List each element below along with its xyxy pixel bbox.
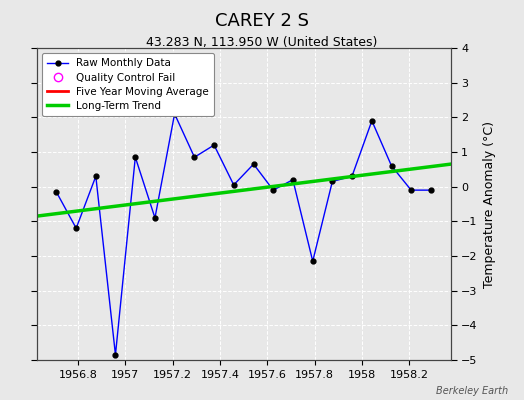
Raw Monthly Data — [349, 174, 355, 179]
Raw Monthly Data — [388, 164, 395, 168]
Text: 43.283 N, 113.950 W (United States): 43.283 N, 113.950 W (United States) — [146, 36, 378, 49]
Raw Monthly Data — [310, 259, 316, 264]
Text: Berkeley Earth: Berkeley Earth — [436, 386, 508, 396]
Raw Monthly Data — [329, 179, 335, 184]
Line: Raw Monthly Data: Raw Monthly Data — [54, 112, 433, 357]
Raw Monthly Data — [73, 226, 79, 231]
Raw Monthly Data — [369, 118, 375, 123]
Raw Monthly Data — [250, 162, 257, 166]
Raw Monthly Data — [211, 143, 217, 148]
Raw Monthly Data — [270, 188, 276, 192]
Raw Monthly Data — [112, 352, 118, 357]
Raw Monthly Data — [408, 188, 414, 192]
Raw Monthly Data — [171, 112, 178, 116]
Raw Monthly Data — [290, 177, 296, 182]
Raw Monthly Data — [191, 155, 198, 160]
Raw Monthly Data — [93, 174, 99, 179]
Raw Monthly Data — [53, 190, 59, 194]
Y-axis label: Temperature Anomaly (°C): Temperature Anomaly (°C) — [483, 120, 496, 288]
Legend: Raw Monthly Data, Quality Control Fail, Five Year Moving Average, Long-Term Tren: Raw Monthly Data, Quality Control Fail, … — [42, 53, 214, 116]
Raw Monthly Data — [132, 155, 138, 160]
Raw Monthly Data — [428, 188, 434, 192]
Text: CAREY 2 S: CAREY 2 S — [215, 12, 309, 30]
Raw Monthly Data — [152, 216, 158, 220]
Raw Monthly Data — [231, 182, 237, 187]
